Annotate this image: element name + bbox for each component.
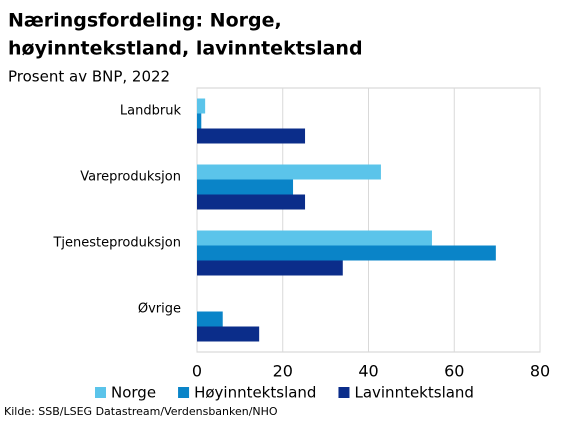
source: Kilde: SSB/LSEG Datastream/Verdensbanken… [4, 405, 278, 418]
legend-label: Høyinntektsland [194, 384, 316, 402]
bar [197, 194, 306, 210]
legend-swatch [95, 387, 106, 398]
chart-title: høyinntekstland, lavinntektsland [8, 38, 363, 60]
legend-swatch [338, 387, 350, 398]
y-tick-label: Landbruk [120, 104, 182, 119]
bar [197, 245, 496, 261]
bar [197, 164, 381, 180]
bar [197, 98, 206, 114]
bar [197, 179, 294, 195]
x-tick-label: 0 [192, 362, 202, 381]
bar [197, 260, 343, 276]
bar [197, 113, 202, 129]
y-tick-label: Øvrige [138, 302, 181, 317]
bar [197, 326, 260, 342]
y-tick-label: Vareproduksjon [80, 170, 181, 185]
x-tick-label: 60 [444, 362, 464, 381]
legend-label: Norge [111, 384, 156, 402]
x-tick-label: 80 [530, 362, 550, 381]
bar [197, 311, 223, 327]
x-tick-label: 40 [358, 362, 378, 381]
legend-swatch [178, 387, 190, 398]
bar [197, 230, 432, 246]
x-tick-label: 20 [273, 362, 293, 381]
chart-subtitle: Prosent av BNP, 2022 [8, 68, 170, 86]
y-tick-label: Tjenesteproduksjon [52, 236, 181, 251]
legend-label: Lavinntektsland [354, 384, 474, 402]
bar [197, 128, 306, 144]
chart-title: Næringsfordeling: Norge, [8, 10, 282, 32]
